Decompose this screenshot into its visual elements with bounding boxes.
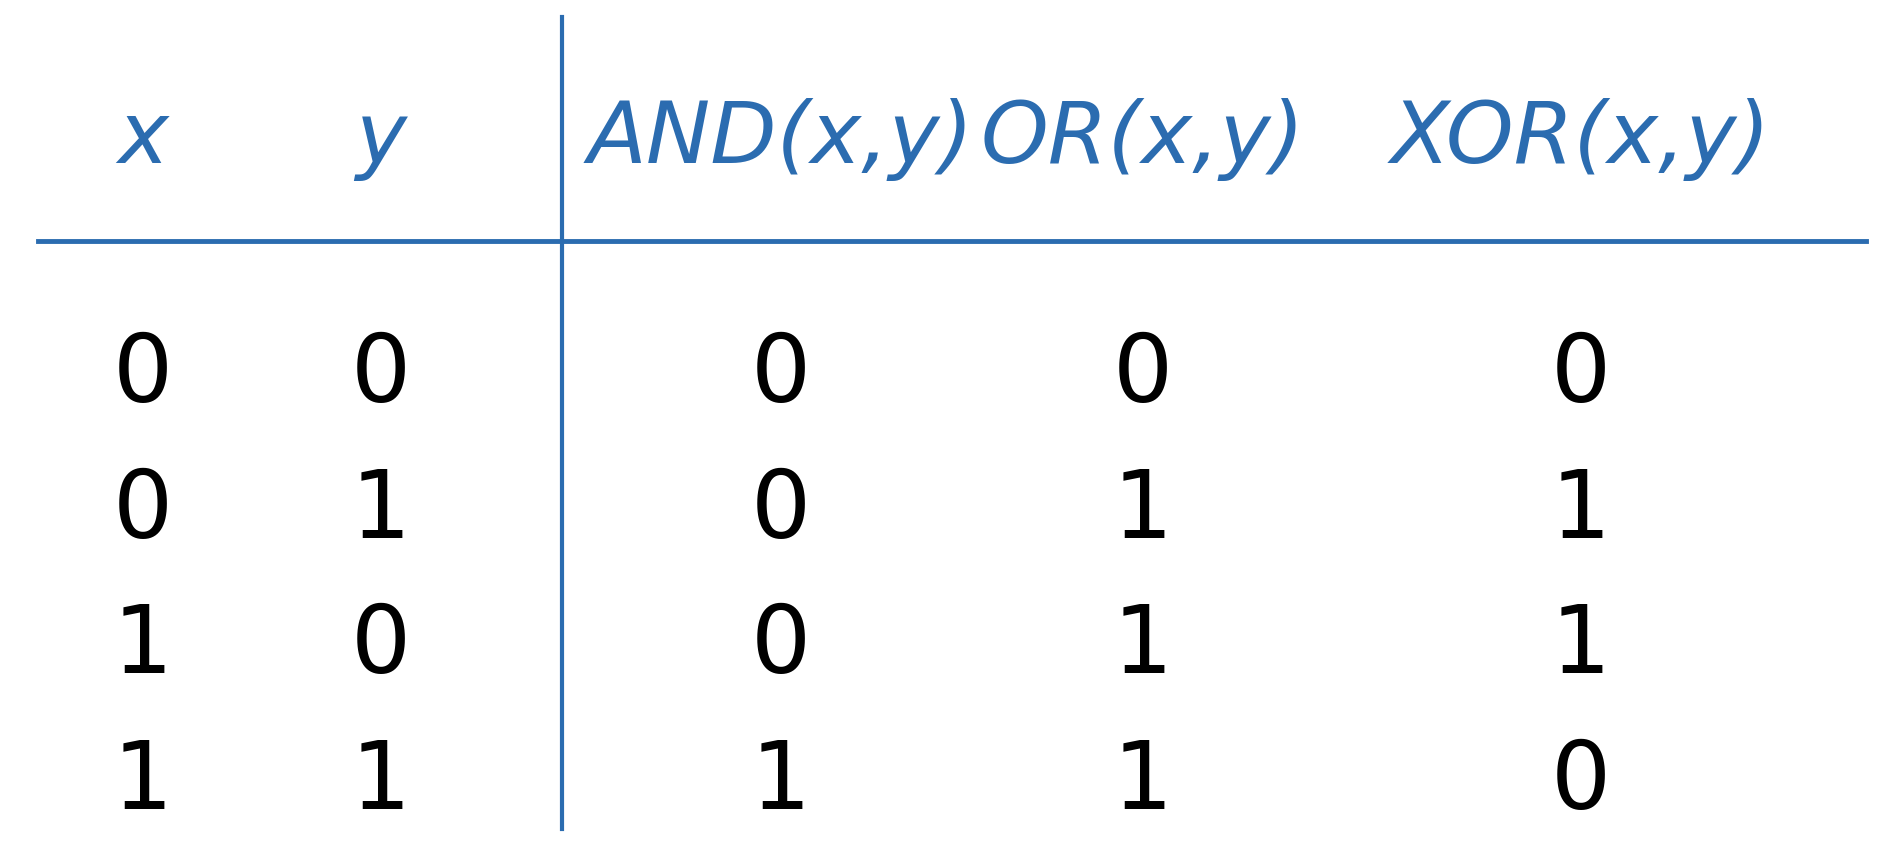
Text: 0: 0	[1550, 737, 1611, 828]
Text: y: y	[356, 98, 406, 181]
Text: 0: 0	[750, 331, 811, 422]
Text: AND(x,y): AND(x,y)	[588, 98, 973, 181]
Text: OR(x,y): OR(x,y)	[981, 98, 1304, 181]
Text: 1: 1	[350, 466, 411, 558]
Text: 1: 1	[350, 737, 411, 828]
Text: 0: 0	[350, 602, 411, 693]
Text: 1: 1	[1550, 602, 1611, 693]
Text: 0: 0	[112, 466, 173, 558]
Text: 0: 0	[750, 466, 811, 558]
Text: 1: 1	[1112, 466, 1173, 558]
Text: 1: 1	[1112, 737, 1173, 828]
Text: 1: 1	[112, 602, 173, 693]
Text: 0: 0	[750, 602, 811, 693]
Text: 1: 1	[1550, 466, 1611, 558]
Text: 0: 0	[1112, 331, 1173, 422]
Text: 0: 0	[1550, 331, 1611, 422]
Text: 1: 1	[1112, 602, 1173, 693]
Text: x: x	[118, 98, 168, 181]
Text: XOR(x,y): XOR(x,y)	[1390, 98, 1771, 181]
Text: 0: 0	[112, 331, 173, 422]
Text: 0: 0	[350, 331, 411, 422]
Text: 1: 1	[112, 737, 173, 828]
Text: 1: 1	[750, 737, 811, 828]
